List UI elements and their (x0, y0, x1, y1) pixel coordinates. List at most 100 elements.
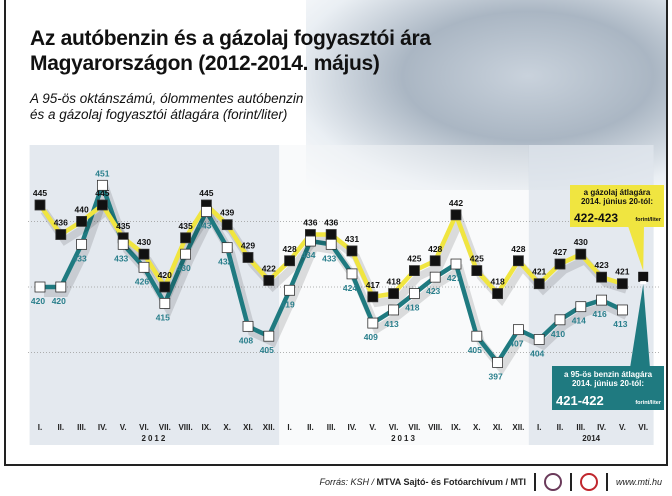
month-label: IX. (451, 423, 461, 432)
data-label-petrol: 426 (135, 276, 149, 286)
month-label: VIII. (428, 423, 442, 432)
divider (569, 473, 572, 491)
year-label: 2014 (582, 434, 600, 443)
data-label-petrol: 409 (364, 332, 378, 342)
data-label-petrol: 430 (177, 263, 191, 273)
month-label: IV. (597, 423, 606, 432)
mti-logo (579, 473, 598, 491)
data-label-petrol: 408 (239, 335, 253, 345)
data-point-petrol (221, 242, 233, 254)
data-point-diesel (533, 278, 545, 290)
data-point-diesel (242, 252, 254, 263)
data-point-diesel (263, 275, 275, 286)
data-point-petrol (304, 235, 316, 247)
data-label-diesel: 445 (199, 188, 213, 198)
data-label-petrol: 413 (613, 319, 627, 329)
data-label-diesel: 429 (241, 240, 255, 250)
diesel-callout-unit: forint/liter (635, 217, 662, 223)
data-point-petrol (200, 206, 212, 217)
petrol-callout-pointer (630, 284, 650, 368)
data-point-petrol (34, 281, 46, 293)
month-label: IV. (347, 423, 356, 432)
data-point-diesel (575, 248, 587, 260)
data-point-petrol (513, 324, 524, 336)
data-label-diesel: 436 (324, 218, 338, 228)
data-point-petrol (450, 258, 462, 270)
data-point-petrol (117, 238, 129, 250)
data-label-petrol: 414 (572, 316, 586, 326)
data-label-diesel: 435 (116, 221, 130, 231)
data-point-petrol (492, 357, 504, 368)
data-point-petrol (97, 179, 108, 191)
month-label: X. (473, 423, 481, 432)
price-line-chart: 2012 2013 2014 I. II. III. IV. V. VI. VII. VIII. IX… (28, 145, 664, 445)
data-point-diesel (346, 245, 358, 257)
subtitle-line-2: és a gázolaj fogyasztói átlagára (forint… (30, 107, 288, 122)
data-label-petrol: 433 (114, 253, 128, 263)
data-label-petrol: 419 (281, 299, 295, 309)
month-label: III. (77, 423, 86, 432)
data-point-petrol (325, 238, 337, 250)
data-point-petrol (263, 330, 275, 342)
footer: Forrás: KSH / MTVA Sajtó- és Fotóarchívu… (319, 470, 662, 494)
data-label-petrol: 433 (73, 253, 87, 263)
month-label: I. (287, 423, 291, 432)
data-point-petrol (76, 238, 87, 250)
month-label: II. (57, 423, 64, 432)
website-link[interactable]: www.mti.hu (615, 477, 662, 487)
data-label-diesel: 445 (95, 188, 109, 198)
petrol-callout-text: 2014. június 20-tól: (572, 379, 644, 388)
data-label-diesel: 430 (137, 237, 151, 247)
month-label: IV. (98, 423, 107, 432)
month-label: V. (369, 423, 376, 432)
month-label: VI. (389, 423, 399, 432)
data-point-diesel (76, 215, 87, 227)
data-point-diesel (138, 248, 150, 260)
data-point-diesel (492, 288, 504, 299)
data-point-petrol (367, 317, 379, 329)
data-label-petrol: 451 (95, 168, 109, 178)
data-point-diesel (221, 219, 233, 231)
data-point-diesel (180, 232, 192, 244)
data-label-diesel: 440 (75, 204, 89, 214)
data-label-petrol: 423 (426, 286, 440, 296)
data-label-diesel: 421 (532, 267, 546, 277)
source-prefix: Forrás: KSH / (319, 477, 377, 487)
month-label: XI. (493, 423, 503, 432)
data-point-petrol (55, 281, 67, 293)
data-label-diesel: 436 (303, 218, 317, 228)
data-point-petrol (346, 268, 358, 280)
data-label-diesel: 417 (366, 280, 380, 290)
month-label: XII. (512, 423, 524, 432)
data-point-diesel (513, 255, 524, 267)
month-label: I. (38, 423, 42, 432)
data-point-diesel (97, 199, 108, 211)
data-label-diesel: 421 (615, 267, 629, 277)
diesel-callout-value: 422-423 (574, 211, 618, 225)
data-label-diesel: 427 (553, 247, 567, 257)
month-label: VII. (159, 423, 171, 432)
petrol-callout-text: a 95-ös benzin átlagára (564, 370, 653, 379)
data-label-diesel: 425 (470, 254, 484, 264)
page-title: Az autóbenzin és a gázolaj fogyasztói ár… (30, 26, 431, 76)
data-point-petrol (533, 334, 545, 345)
data-point-diesel (159, 281, 171, 293)
data-point-diesel (450, 209, 462, 221)
month-label: VIII. (178, 423, 192, 432)
month-label: VI. (139, 423, 149, 432)
data-point-diesel (284, 255, 296, 267)
subtitle: A 95-ös oktánszámú, ólommentes autóbenzi… (30, 91, 303, 123)
data-label-diesel: 436 (54, 218, 68, 228)
data-label-petrol: 416 (593, 309, 607, 319)
data-label-diesel: 435 (179, 221, 193, 231)
data-label-diesel: 425 (407, 254, 421, 264)
data-label-diesel: 418 (387, 277, 401, 287)
data-label-petrol: 404 (530, 348, 544, 358)
data-point-petrol (554, 314, 566, 326)
diesel-callout-pointer (628, 226, 644, 271)
data-label-petrol: 407 (509, 339, 523, 349)
data-point-diesel (367, 291, 379, 303)
data-point-diesel (617, 278, 628, 290)
data-label-petrol: 432 (218, 257, 232, 267)
month-label: VII. (408, 423, 420, 432)
